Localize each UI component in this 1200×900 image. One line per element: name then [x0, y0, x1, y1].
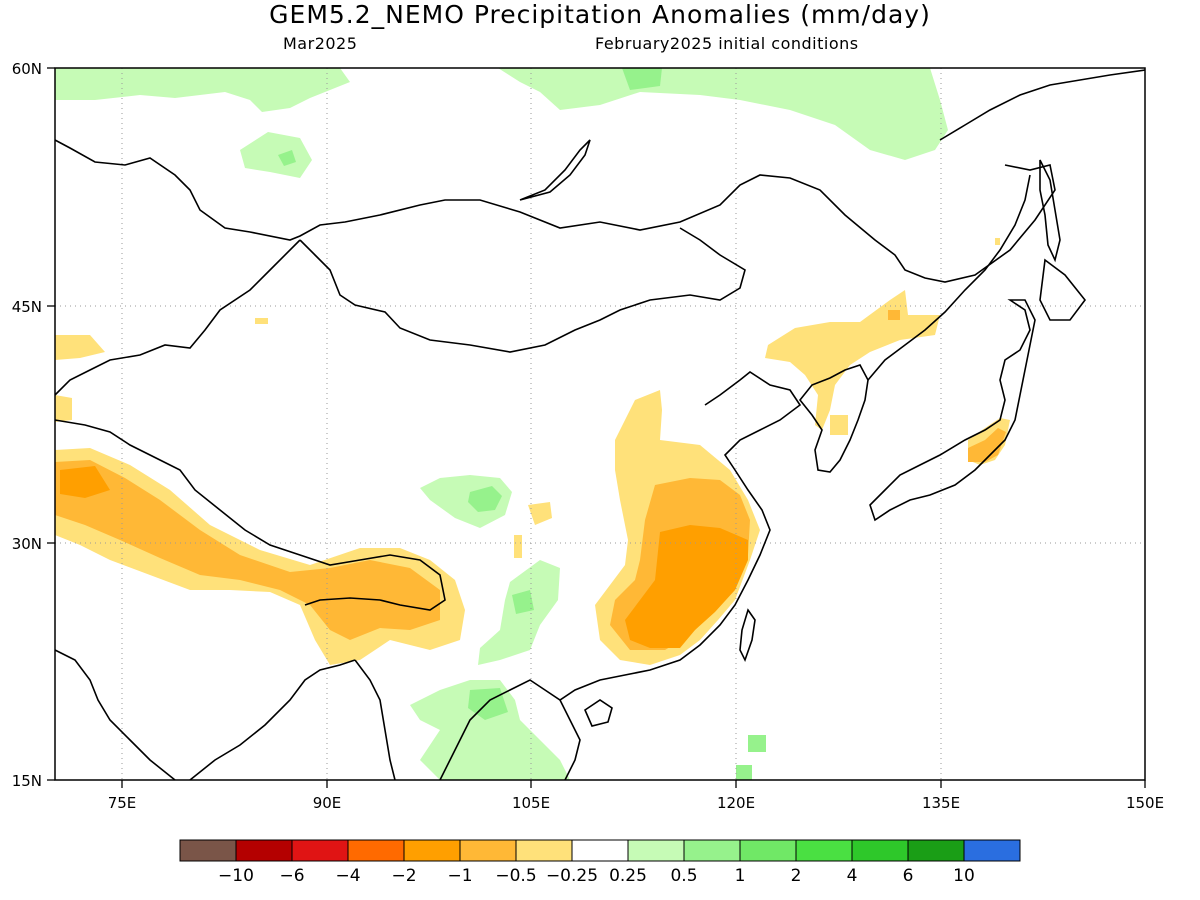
colorbar-label: −6 [279, 866, 304, 886]
lat-label-60n: 60N [12, 60, 42, 78]
lon-label-150e: 150E [1126, 794, 1164, 812]
colorbar-swatch [235, 839, 293, 862]
dry-region-japan-core [968, 428, 1006, 462]
lon-label-135e: 135E [922, 794, 960, 812]
colorbar-swatch [515, 839, 573, 862]
colorbar-label: 6 [903, 866, 914, 886]
colorbar-swatch [291, 839, 349, 862]
wet-region-yunnan-core [512, 590, 534, 614]
lat-label-30n: 30N [12, 535, 42, 553]
dry-region-southeast-china-core [625, 525, 748, 648]
colorbar-swatch [459, 839, 517, 862]
dry-region-kashmir [55, 335, 105, 360]
dry-region-korea [830, 415, 848, 435]
dry-region-west-margin [55, 395, 72, 422]
dry-region-sichuan [528, 502, 552, 525]
colorbar: −10 −6 −4 −2 −1 −0.5 −0.25 0.25 0.5 1 2 4 6 10 [179, 839, 1021, 886]
colorbar-swatch [851, 839, 909, 862]
lon-label-75e: 75E [108, 794, 137, 812]
coastlines-and-borders [54, 69, 1146, 781]
dry-region-manchuria [765, 290, 940, 430]
colorbar-swatch [907, 839, 965, 862]
colorbar-label: −10 [218, 866, 254, 886]
lon-label-90e: 90E [313, 794, 342, 812]
colorbar-label: −1 [447, 866, 472, 886]
colorbar-label: 0.25 [609, 866, 647, 886]
colorbar-label: 1 [735, 866, 746, 886]
colorbar-label: −4 [335, 866, 360, 886]
colorbar-swatch [571, 839, 629, 862]
colorbar-swatch [739, 839, 797, 862]
initial-conditions-label: February2025 initial conditions [595, 34, 859, 53]
colorbar-label: 10 [953, 866, 975, 886]
dry-region-manchuria-core [888, 310, 900, 320]
colorbar-swatch [179, 839, 237, 862]
dry-region-sichuan-small [514, 535, 522, 558]
wet-region-philippines [748, 735, 766, 752]
colorbar-swatch [963, 839, 1021, 862]
axis-ticks [47, 67, 1146, 788]
wet-region-philippines-south [736, 765, 752, 780]
colorbar-swatch [347, 839, 405, 862]
grid-lines [55, 68, 1145, 780]
forecast-month: Mar2025 [283, 34, 358, 53]
colorbar-label: 4 [847, 866, 858, 886]
colorbar-label: −2 [391, 866, 416, 886]
colorbar-swatch [627, 839, 685, 862]
colorbar-label: −0.5 [495, 866, 536, 886]
wet-region-indochina [410, 680, 570, 780]
colorbar-label: 0.5 [670, 866, 697, 886]
wet-region-kazakh-core [278, 150, 296, 166]
lat-label-45n: 45N [12, 298, 42, 316]
wet-region-north [55, 68, 350, 112]
lon-label-120e: 120E [717, 794, 755, 812]
dry-region-small [255, 318, 268, 324]
colorbar-label: 2 [791, 866, 802, 886]
wet-region-siberia-core [622, 68, 662, 90]
dry-region-himalaya-core [60, 466, 110, 498]
wet-region-tibet-core [468, 486, 502, 512]
anomaly-shading [55, 68, 1010, 780]
colorbar-label: −0.25 [546, 866, 598, 886]
map-frame [54, 67, 1146, 781]
colorbar-swatch [403, 839, 461, 862]
dry-region-tiny-east [995, 238, 1000, 245]
colorbar-swatch [683, 839, 741, 862]
lat-label-15n: 15N [12, 772, 42, 790]
dry-region-himalaya-mid [55, 460, 440, 640]
wet-region-kazakh [240, 132, 312, 178]
lon-label-105e: 105E [512, 794, 550, 812]
map-title: GEM5.2_NEMO Precipitation Anomalies (mm/… [269, 0, 931, 29]
wet-region-siberia [498, 68, 948, 160]
colorbar-swatch [795, 839, 853, 862]
